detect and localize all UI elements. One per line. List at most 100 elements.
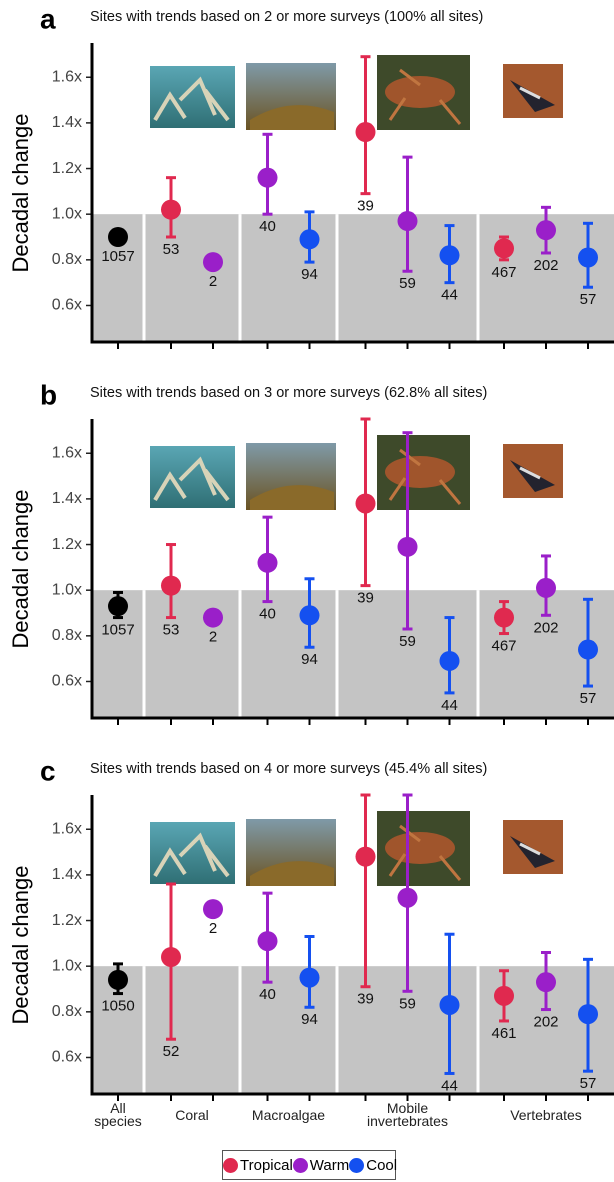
y-tick-label: 1.2x: [52, 912, 82, 929]
sample-size-label: 44: [441, 287, 458, 304]
y-tick-label: 0.6x: [52, 1049, 82, 1066]
point: [356, 847, 376, 867]
point: [578, 248, 598, 268]
point: [494, 986, 514, 1006]
y-tick-label: 1.2x: [52, 160, 82, 177]
point: [300, 605, 320, 625]
category-label: Mobile invertebrates: [353, 1102, 463, 1128]
y-tick-label: 1.6x: [52, 68, 82, 85]
point: [258, 553, 278, 573]
sample-size-label: 44: [441, 1077, 458, 1094]
sample-size-label: 57: [580, 291, 597, 308]
y-tick-label: 0.6x: [52, 297, 82, 314]
sample-size-label: 94: [301, 651, 318, 668]
y-tick-label: 0.8x: [52, 1003, 82, 1020]
sample-size-label: 57: [580, 690, 597, 707]
sample-size-label: 2: [209, 920, 217, 937]
point: [203, 608, 223, 628]
sample-size-label: 467: [491, 638, 516, 655]
panel-letter: c: [40, 755, 56, 786]
panel-title: Sites with trends based on 3 or more sur…: [90, 385, 487, 401]
point: [203, 899, 223, 919]
point: [578, 1004, 598, 1024]
point: [108, 227, 128, 247]
sample-size-label: 39: [357, 991, 374, 1008]
sample-size-label: 202: [533, 619, 558, 636]
panel-letter: a: [40, 3, 56, 34]
panel-title: Sites with trends based on 2 or more sur…: [90, 9, 483, 25]
y-tick-label: 0.6x: [52, 673, 82, 690]
point: [494, 238, 514, 258]
legend: Tropical Warm Cool: [222, 1150, 396, 1180]
point: [494, 608, 514, 628]
y-tick-label: 1.6x: [52, 820, 82, 837]
y-tick-label: 0.8x: [52, 251, 82, 268]
category-label: Vertebrates: [481, 1109, 611, 1122]
sample-size-label: 1057: [101, 248, 134, 265]
sample-size-label: 94: [301, 1011, 318, 1028]
page: a Sites with trends based on 2 or more su…: [0, 0, 614, 1182]
point: [300, 968, 320, 988]
sample-size-label: 461: [491, 1025, 516, 1042]
panel-letter: b: [40, 379, 57, 410]
point: [108, 970, 128, 990]
point: [440, 651, 460, 671]
y-axis-label: Decadal change: [8, 113, 33, 272]
y-tick-label: 0.8x: [52, 627, 82, 644]
sample-size-label: 94: [301, 266, 318, 283]
point: [258, 931, 278, 951]
legend-swatch: [293, 1158, 308, 1173]
sample-size-label: 57: [580, 1075, 597, 1092]
sample-size-label: 2: [209, 629, 217, 646]
y-tick-label: 1.0x: [52, 205, 82, 222]
category-label: Macroalgae: [224, 1109, 354, 1122]
chart: a Sites with trends based on 2 or more su…: [0, 0, 614, 1182]
legend-label: Cool: [366, 1157, 397, 1174]
sample-size-label: 467: [491, 264, 516, 281]
legend-item: Warm: [293, 1157, 349, 1174]
photos: [150, 435, 563, 510]
sample-size-label: 39: [357, 198, 374, 215]
sample-size-label: 39: [357, 590, 374, 607]
point: [398, 888, 418, 908]
legend-swatch: [349, 1158, 364, 1173]
photos: [150, 55, 563, 130]
point: [258, 168, 278, 188]
point: [398, 211, 418, 231]
point: [161, 200, 181, 220]
panel-title: Sites with trends based on 4 or more sur…: [90, 761, 487, 777]
point: [536, 578, 556, 598]
sample-size-label: 59: [399, 633, 416, 650]
sample-size-label: 202: [533, 257, 558, 274]
sample-size-label: 52: [163, 1043, 180, 1060]
sample-size-label: 1050: [101, 998, 134, 1015]
y-tick-label: 1.4x: [52, 490, 82, 507]
y-tick-label: 1.0x: [52, 581, 82, 598]
point: [440, 245, 460, 265]
y-tick-label: 1.0x: [52, 957, 82, 974]
y-tick-label: 1.2x: [52, 536, 82, 553]
point: [203, 252, 223, 272]
point: [536, 220, 556, 240]
sample-size-label: 59: [399, 275, 416, 292]
point: [161, 576, 181, 596]
sample-size-label: 53: [163, 241, 180, 258]
y-tick-label: 1.4x: [52, 866, 82, 883]
point: [398, 537, 418, 557]
sample-size-label: 40: [259, 218, 276, 235]
y-tick-label: 1.6x: [52, 444, 82, 461]
point: [536, 972, 556, 992]
sample-size-label: 202: [533, 1014, 558, 1031]
legend-item: Tropical: [223, 1157, 293, 1174]
legend-label: Warm: [310, 1157, 349, 1174]
photos: [150, 811, 563, 886]
point: [356, 493, 376, 513]
sample-size-label: 1057: [101, 622, 134, 639]
sample-size-label: 53: [163, 622, 180, 639]
legend-label: Tropical: [240, 1157, 293, 1174]
sample-size-label: 2: [209, 273, 217, 290]
point: [578, 640, 598, 660]
point: [356, 122, 376, 142]
sample-size-label: 40: [259, 986, 276, 1003]
legend-item: Cool: [349, 1157, 397, 1174]
